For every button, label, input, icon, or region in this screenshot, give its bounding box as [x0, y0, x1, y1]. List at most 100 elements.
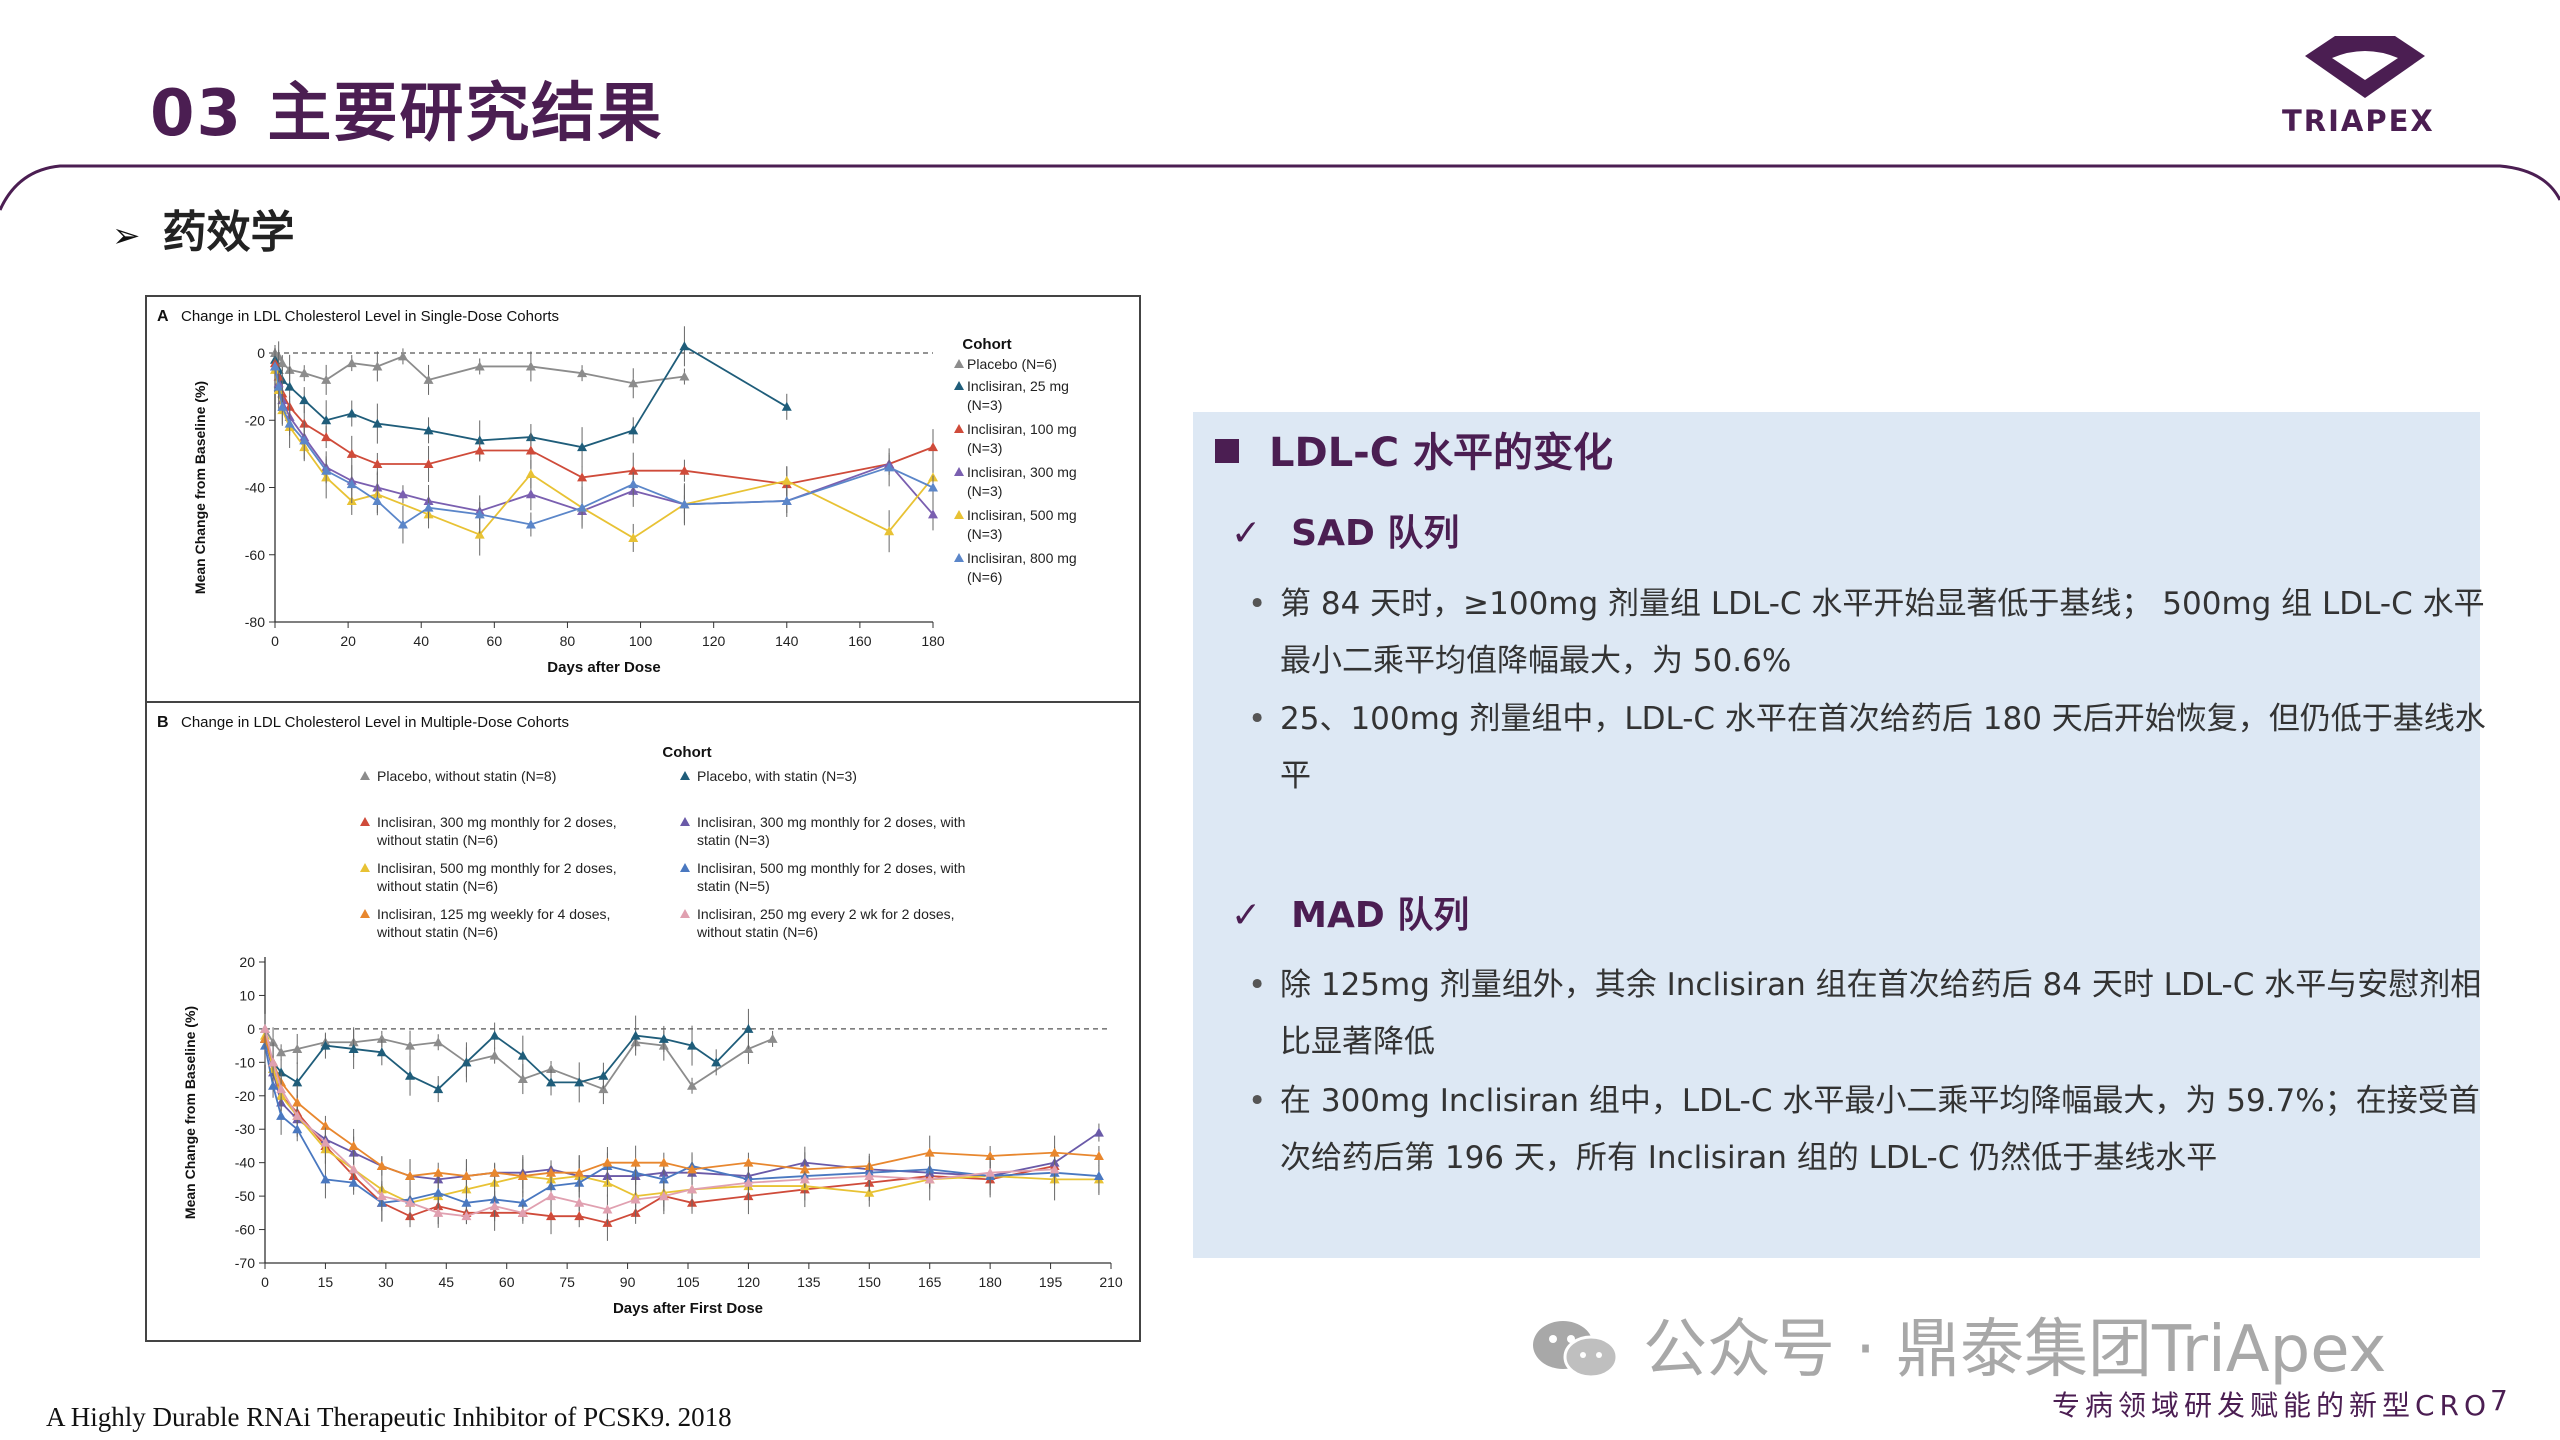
legend-label: Inclisiran, 500 mg	[967, 507, 1077, 523]
x-tick-label: 100	[629, 633, 653, 649]
legend-label-line: statin (N=5)	[697, 878, 770, 894]
x-tick-label: 0	[261, 1274, 269, 1290]
y-tick-label: -50	[235, 1188, 255, 1204]
data-point	[405, 1070, 416, 1080]
x-tick-label: 105	[676, 1274, 700, 1290]
data-point	[781, 475, 792, 485]
data-point	[658, 1191, 669, 1201]
legend-marker	[954, 381, 964, 390]
data-point	[1093, 1171, 1104, 1181]
y-tick-label: -60	[235, 1222, 255, 1238]
data-point	[1093, 1127, 1104, 1137]
data-point	[346, 479, 357, 489]
data-point	[577, 442, 588, 452]
data-point	[577, 368, 588, 378]
panel-title: Change in LDL Cholesterol Level in Multi…	[181, 714, 569, 731]
legend-label-line: Inclisiran, 300 mg monthly for 2 doses, …	[697, 814, 965, 830]
legend-marker	[360, 863, 370, 872]
data-point	[299, 368, 310, 378]
y-tick-label: 10	[239, 987, 255, 1003]
x-tick-label: 210	[1099, 1274, 1123, 1290]
data-point	[630, 1194, 641, 1204]
data-point	[372, 361, 383, 371]
data-point	[284, 418, 295, 428]
legend-marker	[680, 817, 690, 826]
data-point	[474, 361, 485, 371]
legend-label-line: without statin (N=6)	[376, 832, 498, 848]
data-point	[577, 472, 588, 482]
data-point	[348, 1140, 359, 1150]
data-point	[292, 1124, 303, 1134]
data-point	[743, 1177, 754, 1187]
data-point	[321, 432, 332, 442]
data-point	[461, 1057, 472, 1067]
legend-label-n: (N=3)	[967, 397, 1002, 413]
footer-tagline: 专病领域研发赋能的新型CRO	[2052, 1389, 2492, 1422]
legend-label-line: Inclisiran, 500 mg monthly for 2 doses,	[377, 860, 617, 876]
x-tick-label: 195	[1039, 1274, 1063, 1290]
data-point	[781, 495, 792, 505]
data-point	[346, 448, 357, 458]
data-point	[517, 1074, 528, 1084]
data-point	[489, 1050, 500, 1060]
x-tick-label: 0	[271, 633, 279, 649]
x-tick-label: 30	[378, 1274, 394, 1290]
data-point	[433, 1187, 444, 1197]
x-tick-label: 140	[775, 633, 799, 649]
data-point	[546, 1064, 557, 1074]
data-point	[687, 1184, 698, 1194]
y-tick-label: -60	[245, 547, 265, 563]
x-tick-label: 45	[438, 1274, 454, 1290]
data-point	[489, 1030, 500, 1040]
mad-heading-text: MAD 队列	[1291, 895, 1470, 936]
data-point	[767, 1033, 778, 1043]
data-point	[348, 1043, 359, 1053]
legend-marker	[954, 424, 964, 433]
legend-label: Placebo (N=6)	[967, 356, 1057, 372]
data-point	[985, 1150, 996, 1160]
legend-label: Inclisiran, 25 mg	[967, 378, 1069, 394]
y-tick-label: -70	[235, 1255, 255, 1271]
legend-marker	[680, 909, 690, 918]
data-point	[781, 401, 792, 411]
data-point	[273, 381, 284, 391]
data-point	[630, 1157, 641, 1167]
data-point	[602, 1204, 613, 1214]
data-point	[928, 482, 938, 492]
legend-label-line: Placebo, with statin (N=3)	[697, 768, 857, 784]
y-tick-label: -40	[245, 480, 265, 496]
data-point	[517, 1171, 528, 1181]
watermark: 公众号 · 鼎泰集团TriApex	[1525, 1298, 2386, 1390]
mad-bullet-2: 在 300mg Inclisiran 组中，LDL-C 水平最小二乘平均降幅最大…	[1248, 1073, 2490, 1187]
data-point	[376, 1047, 387, 1057]
legend-label: Inclisiran, 125 mg weekly for 4 doses, wi…	[376, 906, 610, 940]
x-axis-label: Days after Dose	[547, 659, 660, 676]
data-point	[268, 1080, 279, 1090]
legend-label: Inclisiran, 100 mg	[967, 421, 1077, 437]
data-point	[320, 1120, 331, 1130]
x-tick-label: 20	[340, 633, 356, 649]
data-point	[525, 489, 536, 499]
data-point	[525, 469, 536, 479]
x-tick-label: 40	[413, 633, 429, 649]
y-axis-label: Mean Change from Baseline (%)	[182, 1006, 198, 1219]
data-point	[461, 1171, 472, 1181]
data-point	[376, 1033, 387, 1043]
legend-label-line: without statin (N=6)	[696, 924, 818, 940]
data-point	[628, 532, 639, 542]
legend-label-n: (N=3)	[967, 483, 1002, 499]
y-tick-label: 20	[239, 954, 255, 970]
data-point	[348, 1177, 359, 1187]
data-point	[397, 519, 408, 529]
data-point	[372, 418, 383, 428]
data-point	[687, 1164, 698, 1174]
data-point	[405, 1040, 416, 1050]
data-point	[546, 1191, 557, 1201]
legend-marker	[954, 553, 964, 562]
data-point	[268, 1057, 279, 1067]
data-point	[864, 1171, 875, 1181]
legend-title: Cohort	[662, 744, 711, 761]
data-point	[577, 502, 588, 512]
legend-label-line: without statin (N=6)	[376, 878, 498, 894]
data-point	[928, 442, 938, 452]
